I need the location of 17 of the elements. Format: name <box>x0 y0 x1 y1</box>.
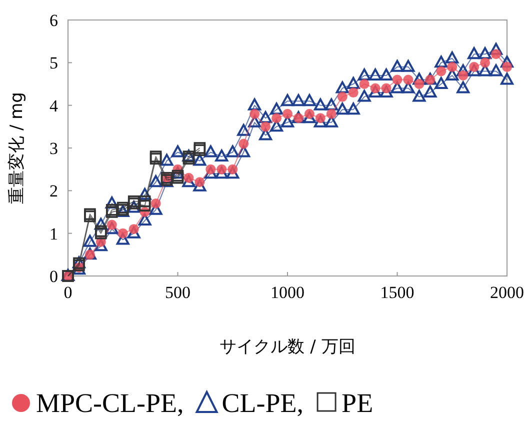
x-tick-label: 1000 <box>270 283 304 302</box>
y-tick-label: 4 <box>50 96 58 116</box>
y-tick-label: 0 <box>50 267 58 286</box>
y-tick-label: 1 <box>50 224 58 244</box>
legend-label: CL-PE, <box>222 388 304 418</box>
legend-label: MPC-CL-PE, <box>36 388 184 418</box>
x-tick-label: 2000 <box>490 283 524 302</box>
x-tick-label: 1500 <box>380 283 414 302</box>
x-tick-label: 0 <box>64 283 72 302</box>
legend-label: PE <box>342 388 374 418</box>
y-tick-label: 5 <box>50 54 58 73</box>
y-tick-label: 3 <box>50 139 58 158</box>
y-axis-title: 重量変化 / mg <box>7 92 27 204</box>
y-tick-label: 2 <box>50 182 58 201</box>
x-axis-title: サイクル数 / 万回 <box>220 337 356 357</box>
y-tick-label: 6 <box>50 11 58 30</box>
x-tick-label: 500 <box>165 283 190 302</box>
